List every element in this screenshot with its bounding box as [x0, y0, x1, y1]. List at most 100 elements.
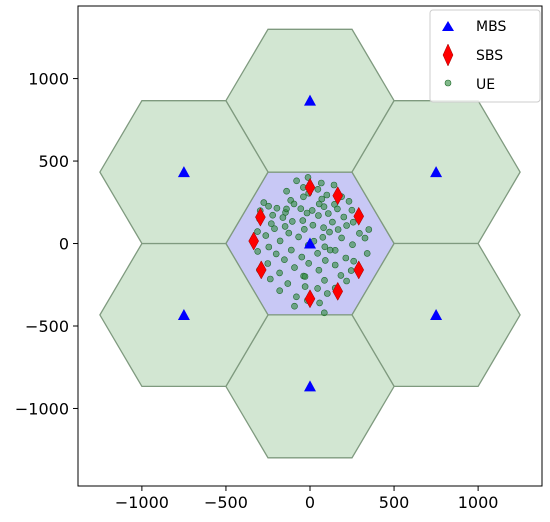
ue-point [295, 233, 302, 241]
legend-sbs-marker [442, 43, 454, 67]
ue-point [349, 218, 357, 226]
ue-point [343, 222, 350, 229]
mbs-points [177, 94, 443, 392]
ue-point [272, 250, 280, 258]
ue-point [299, 217, 307, 224]
ue-point [326, 246, 334, 254]
ue-point [254, 228, 261, 235]
ue-point [308, 207, 316, 214]
ue-point [267, 220, 275, 227]
ue-point [321, 276, 328, 284]
ue-point [321, 257, 329, 264]
ue-point [273, 204, 281, 212]
ue-point [317, 179, 325, 187]
ue-point [329, 218, 336, 226]
sbs-point [255, 207, 266, 227]
ue-point [309, 221, 317, 229]
ue-point [315, 266, 323, 274]
mbs-point [304, 237, 316, 249]
ue-point [361, 234, 369, 242]
legend: MBS SBS UE [429, 9, 541, 103]
ue-point [323, 290, 331, 297]
ue-point [320, 224, 327, 231]
sbs-point [353, 260, 365, 280]
mbs-point [177, 166, 190, 178]
ue-point [283, 187, 290, 195]
ue-point [290, 200, 298, 208]
ue-point [281, 256, 288, 264]
ue-point [271, 225, 278, 232]
ue-point [291, 264, 298, 271]
legend-box [429, 9, 541, 103]
x-tick-label: 1000 [458, 493, 499, 512]
y-tick-label: 0 [59, 235, 69, 254]
ue-point [283, 205, 290, 213]
ue-point [342, 254, 350, 262]
ue-point [326, 228, 333, 236]
ue-point [315, 212, 322, 219]
ue-point [324, 210, 332, 217]
ue-point [314, 285, 321, 292]
mbs-point [430, 166, 443, 178]
ue-point [288, 218, 296, 225]
mbs-point [177, 308, 190, 320]
legend-ue-marker [444, 79, 452, 87]
ue-point [338, 234, 345, 242]
ue-point [269, 211, 277, 219]
ue-point [254, 248, 262, 255]
x-tick-label: 500 [379, 493, 410, 512]
sbs-point [255, 260, 267, 280]
ue-point [319, 234, 327, 241]
ue-point [320, 309, 328, 317]
x-tick-label: −500 [204, 493, 248, 512]
ue-point [348, 206, 356, 214]
ue-point [303, 209, 311, 217]
x-tick-label: −1000 [115, 493, 169, 512]
legend-ue-label: UE [476, 77, 495, 93]
ue-point [350, 257, 358, 265]
ue-point [320, 203, 328, 210]
ue-point [301, 273, 309, 280]
ue-point [305, 259, 313, 267]
ue-point [291, 302, 298, 310]
sbs-point [304, 289, 316, 309]
mbs-point [304, 94, 316, 106]
mbs-point [304, 380, 316, 392]
ue-point [314, 250, 321, 257]
ue-point [314, 186, 322, 193]
ue-point [321, 243, 329, 251]
ue-point [300, 193, 307, 201]
ue-point [356, 230, 363, 237]
y-tick-label: −1000 [15, 399, 69, 418]
ue-point [265, 243, 273, 251]
ue-point [343, 277, 350, 285]
ue-point [340, 213, 348, 221]
y-axis: −1000 −500 0 500 1000 [15, 70, 78, 418]
ue-point [300, 226, 308, 233]
ue-point [276, 237, 284, 245]
ue-point [276, 287, 284, 295]
ue-point [284, 280, 292, 287]
x-tick-label: 0 [305, 493, 315, 512]
y-tick-label: 1000 [28, 70, 69, 89]
ue-point [363, 250, 371, 257]
sbs-point [248, 231, 259, 251]
legend-sbs-label: SBS [476, 48, 503, 64]
ue-point [265, 202, 272, 210]
ue-point [334, 205, 341, 213]
ue-point [347, 267, 355, 274]
ue-point [298, 253, 306, 261]
ue-point [287, 246, 295, 254]
ue-point [334, 226, 342, 233]
ue-point [293, 177, 300, 185]
ue-point [285, 229, 293, 237]
ue-point [330, 181, 338, 189]
ue-point [262, 232, 270, 239]
ue-point [349, 241, 356, 248]
ue-point [316, 299, 323, 307]
ue-point [365, 226, 373, 233]
ue-point [293, 293, 300, 301]
ue-point [301, 283, 309, 290]
x-axis: −1000 −500 0 500 1000 [115, 486, 499, 512]
